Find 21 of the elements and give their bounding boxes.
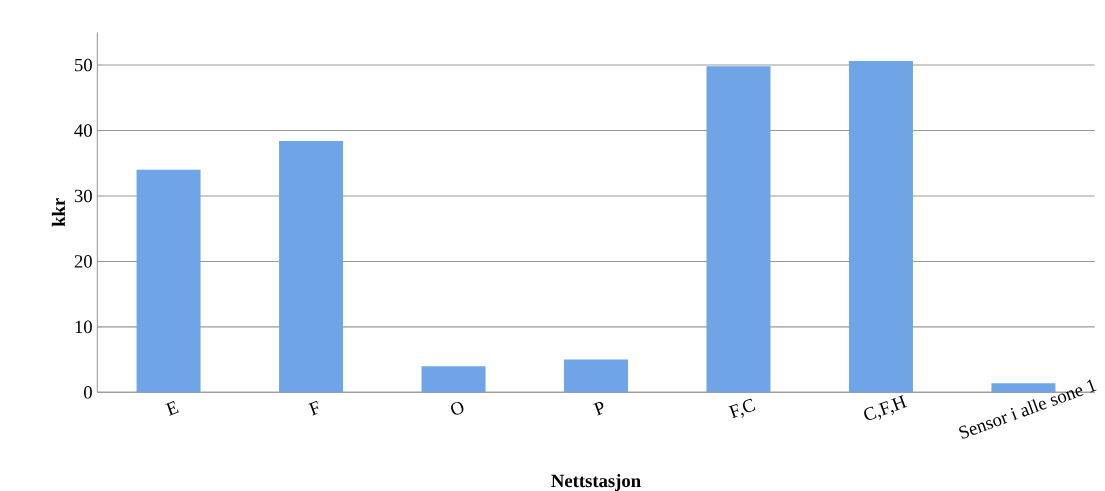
x-tick-label: P — [593, 401, 604, 416]
x-tick-label: F — [308, 400, 319, 416]
bar — [421, 366, 486, 393]
x-tick-label: C,F,H — [864, 395, 908, 420]
bar — [136, 169, 201, 393]
y-tick-label: 10 — [75, 320, 92, 334]
x-tick-label: F,C — [728, 398, 756, 419]
bar — [706, 66, 771, 393]
y-tick-label: 40 — [74, 124, 92, 137]
bar — [848, 61, 913, 393]
x-tick-label: E — [165, 401, 179, 416]
y-axis-title: kkr — [51, 198, 65, 227]
bar — [279, 140, 344, 393]
x-tick-label: Sensor i alle sone 1 — [959, 379, 1097, 439]
bar — [564, 359, 628, 393]
y-tick-label: 30 — [74, 189, 92, 203]
x-axis-title: Nettstasjon — [551, 474, 641, 491]
y-tick-label: 20 — [74, 255, 92, 268]
x-tick-label: O — [451, 401, 464, 415]
y-tick-label: 0 — [84, 386, 92, 399]
y-tick-label: 50 — [75, 58, 92, 72]
